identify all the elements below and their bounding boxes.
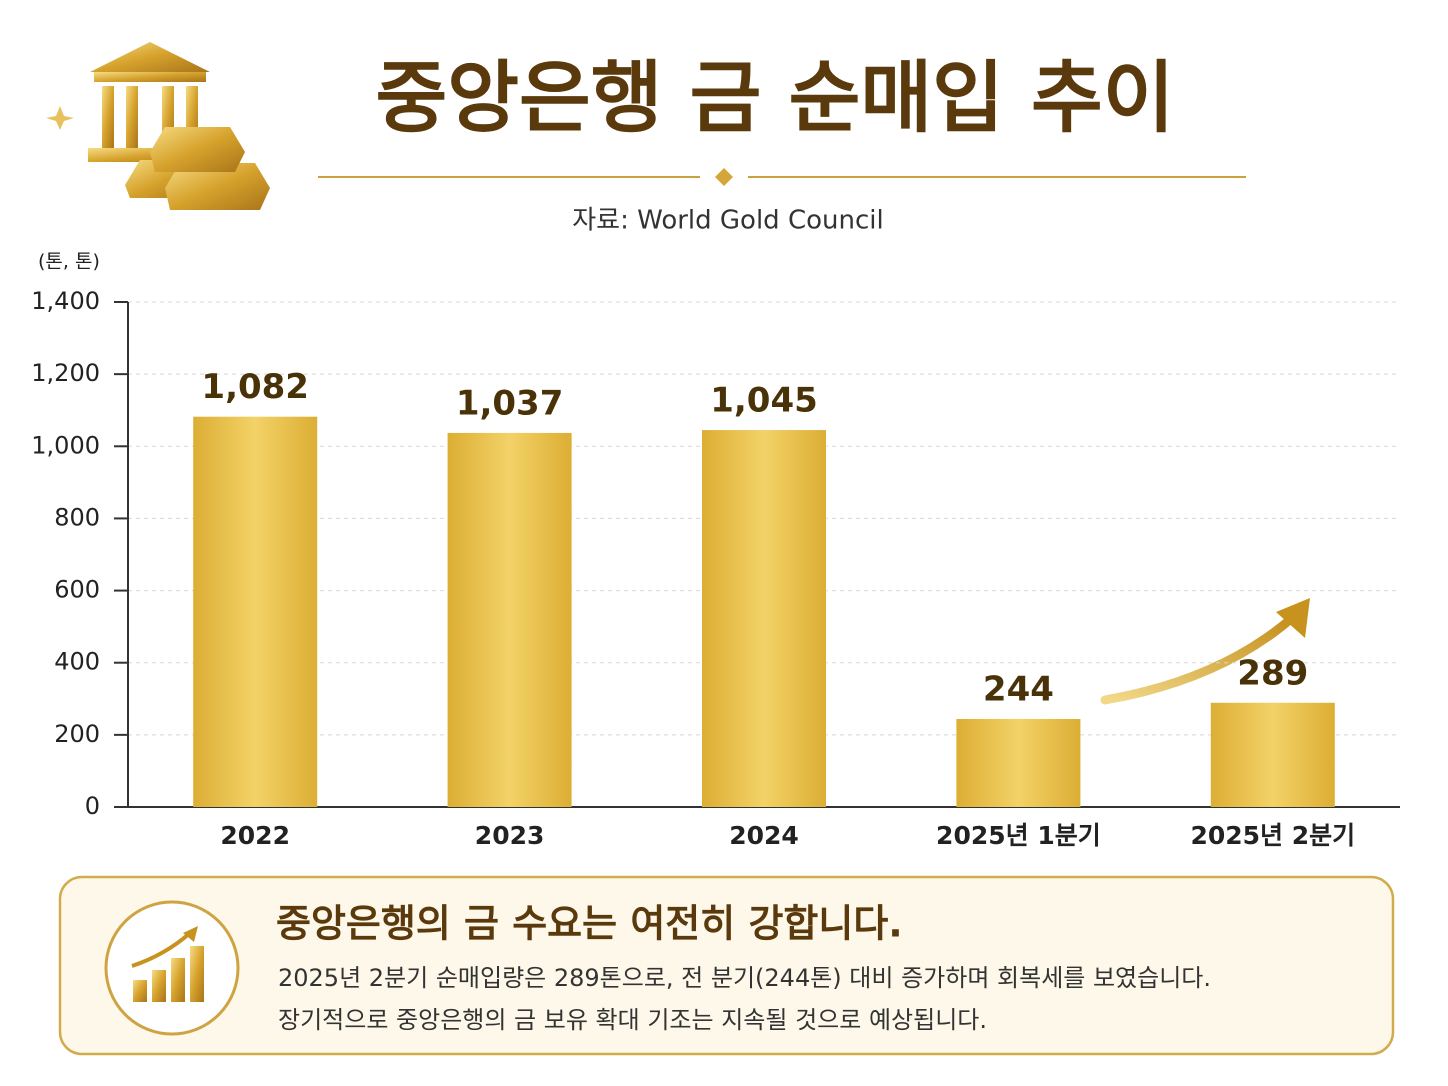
- y-tick-label: 0: [85, 792, 100, 820]
- value-label: 244: [983, 669, 1054, 709]
- x-tick-label: 2022: [220, 821, 290, 850]
- x-tick-label: 2023: [475, 821, 545, 850]
- trend-arrow: [1100, 613, 1297, 705]
- y-tick-label: 600: [54, 576, 100, 604]
- bar: [956, 718, 1081, 807]
- bar: [702, 430, 826, 807]
- y-tick-label: 1,200: [31, 359, 100, 387]
- y-tick-label: 400: [54, 648, 100, 676]
- y-tick-label: 200: [54, 720, 100, 748]
- gold-bars-icon: [125, 127, 270, 210]
- value-label: 1,082: [201, 367, 309, 407]
- x-tick-label: 2024: [729, 821, 799, 850]
- y-axis-label: (톤, 톤): [38, 251, 100, 273]
- chart-title: 중앙은행 금 순매입 추이: [375, 53, 1174, 143]
- value-label: 289: [1237, 653, 1308, 693]
- bar: [447, 432, 572, 807]
- trend-arrow-head: [1276, 598, 1310, 638]
- x-tick-label: 2025년 1분기: [936, 821, 1101, 850]
- summary-line: 장기적으로 중앙은행의 금 보유 확대 기조는 지속될 것으로 예상됩니다.: [278, 1006, 987, 1034]
- x-tick-label: 2025년 2분기: [1190, 821, 1355, 850]
- title-diamond: [715, 168, 733, 186]
- value-label: 1,045: [710, 381, 818, 421]
- y-tick-label: 1,400: [31, 287, 100, 315]
- value-label: 1,037: [456, 383, 564, 423]
- summary-title: 중앙은행의 금 수요는 여전히 강합니다.: [276, 902, 903, 946]
- bar: [1210, 702, 1335, 807]
- y-tick-label: 800: [54, 503, 100, 531]
- summary-line: 2025년 2분기 순매입량은 289톤으로, 전 분기(244톤) 대비 증가…: [278, 964, 1211, 992]
- summary-box: [58, 875, 1395, 1056]
- y-tick-label: 1,000: [31, 431, 100, 459]
- summary-icon: [104, 900, 240, 1036]
- chart-subtitle: 자료: World Gold Council: [572, 206, 883, 236]
- bar: [193, 416, 318, 807]
